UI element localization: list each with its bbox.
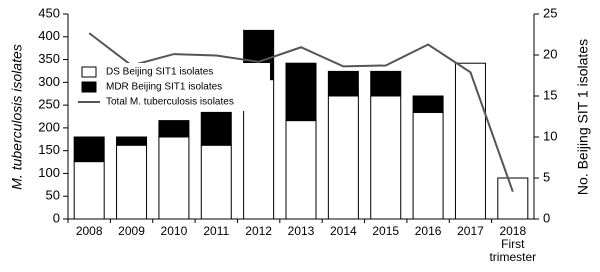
x-tick-label: 2013 <box>287 224 315 238</box>
legend-swatch <box>81 81 97 93</box>
x-tick-label: 2016 <box>414 224 442 238</box>
bar <box>116 136 148 146</box>
bar <box>73 161 105 220</box>
legend-box <box>74 63 270 111</box>
line <box>88 32 514 193</box>
x-tick-label: 2017 <box>457 224 484 238</box>
x-tick-label: 2018 First trimester <box>489 224 537 264</box>
legend-label: DS Beijing SIT1 isolates <box>106 67 213 78</box>
y2-tick-label: 25 <box>543 5 557 20</box>
y-tick-label: 0 <box>53 210 60 225</box>
x-tick-label: 2015 <box>372 224 400 238</box>
bar <box>327 70 359 97</box>
bar <box>158 136 190 220</box>
y2-axis-label: No. Beijing SIT 1 isolates <box>575 39 591 195</box>
y2-tick-label: 0 <box>543 210 550 225</box>
y-tick-label: 150 <box>38 142 60 157</box>
bar <box>370 70 402 97</box>
legend-label: Total M. tuberculosis isolates <box>106 97 234 108</box>
bar <box>285 62 317 122</box>
x-tick-label: 2008 <box>75 224 103 238</box>
legend-label: MDR Beijing SIT1 isolates <box>106 82 222 93</box>
y-tick-label: 300 <box>38 74 60 89</box>
y-tick-label: 100 <box>38 165 60 180</box>
bar <box>454 62 486 220</box>
y-tick-label: 350 <box>38 51 60 66</box>
x-tick-label: 2010 <box>160 224 188 238</box>
bar <box>370 95 402 220</box>
bar <box>158 120 190 138</box>
y-tick-label: 50 <box>46 188 60 203</box>
bar <box>73 136 105 163</box>
x-tick-label: 2012 <box>245 224 272 238</box>
bar <box>327 95 359 220</box>
y-axis-label: M. tuberculosis isolates <box>9 44 25 190</box>
bar <box>285 120 317 220</box>
bar <box>412 111 444 220</box>
y-tick-label: 400 <box>38 28 60 43</box>
y2-tick-label: 5 <box>543 169 550 184</box>
bar <box>200 111 232 146</box>
bar <box>497 177 529 220</box>
y-tick-label: 250 <box>38 97 60 112</box>
y-tick-label: 450 <box>38 5 60 20</box>
y2-tick-label: 10 <box>543 128 557 143</box>
legend-swatch <box>81 66 97 78</box>
y2-tick-label: 15 <box>543 87 557 102</box>
bar <box>116 144 148 220</box>
x-tick-label: 2009 <box>118 224 145 238</box>
y2-tick-label: 20 <box>543 46 557 61</box>
y-tick-label: 200 <box>38 119 60 134</box>
bar <box>200 144 232 220</box>
x-tick-label: 2014 <box>330 224 357 238</box>
bar <box>412 95 444 113</box>
x-tick-label: 2011 <box>203 224 230 238</box>
